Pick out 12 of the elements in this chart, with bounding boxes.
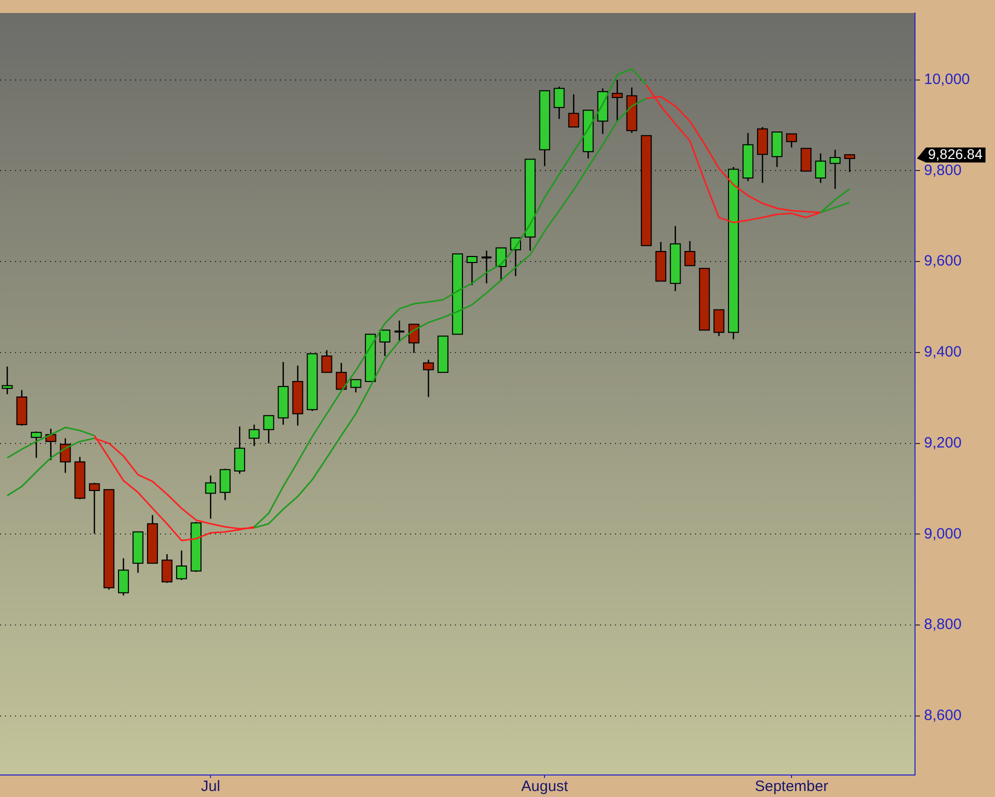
y-tick-label: 10,000 (924, 70, 970, 88)
y-tick-label: 9,400 (924, 344, 962, 361)
y-tick-label: 9,800 (924, 162, 962, 179)
x-tick-label: Jul (201, 778, 220, 796)
y-tick-label: 8,600 (924, 707, 962, 724)
x-tick-label: September (754, 778, 828, 796)
y-tick-label: 9,000 (924, 525, 962, 542)
text: 9,826.84 (928, 146, 983, 162)
x-tick-label: August (521, 778, 569, 796)
y-tick-label: 9,600 (924, 252, 962, 270)
y-tick-label: 8,800 (924, 616, 962, 634)
y-tick-label: 9,200 (924, 434, 962, 452)
